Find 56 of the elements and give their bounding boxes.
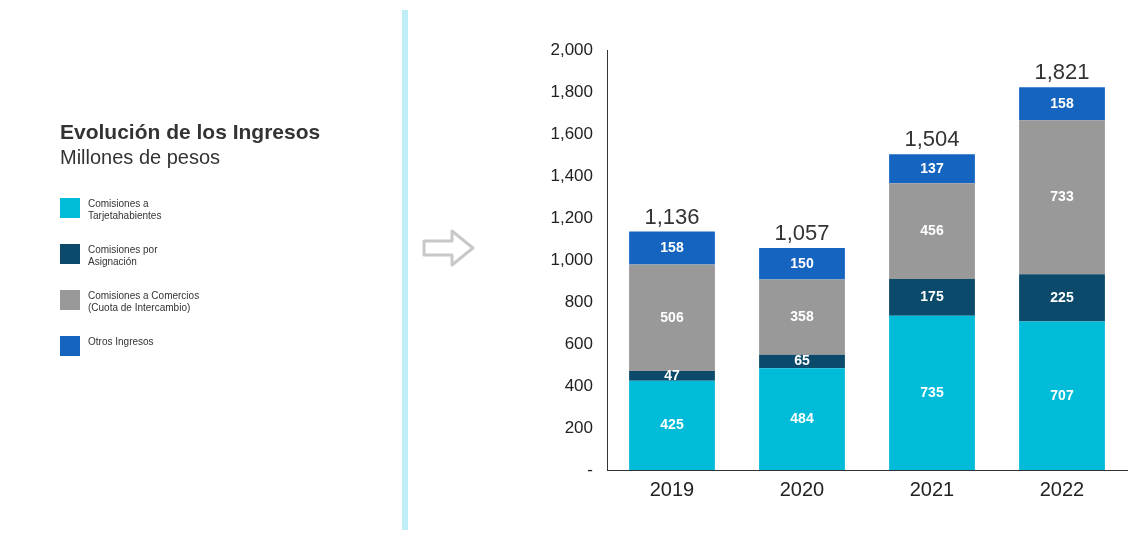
text: Millones de pesos bbox=[60, 146, 222, 169]
y-tick-label: 200 bbox=[564, 417, 593, 437]
data-label: 358 bbox=[790, 307, 814, 324]
x-tick-label: 2020 bbox=[779, 477, 825, 500]
y-tick-label: 1,600 bbox=[550, 123, 593, 143]
y-tick-label: 2,000 bbox=[550, 39, 593, 59]
bar bbox=[1019, 120, 1105, 275]
y-tick-label: 600 bbox=[564, 333, 593, 353]
data-label: 735 bbox=[920, 383, 944, 400]
bar bbox=[759, 248, 845, 280]
text: Evolución de los Ingresos bbox=[60, 120, 321, 144]
legend-label: Comisiones a Tarjetahabientes bbox=[88, 198, 163, 222]
bar bbox=[889, 154, 975, 184]
y-tick-label: 400 bbox=[564, 375, 593, 395]
y-tick-label: - bbox=[587, 459, 593, 479]
legend-label: Comisiones por Asignación bbox=[88, 244, 159, 268]
data-label: 225 bbox=[1050, 288, 1074, 305]
y-tick-label: 800 bbox=[564, 291, 593, 311]
data-label: 707 bbox=[1050, 386, 1074, 403]
data-label: 137 bbox=[920, 159, 944, 176]
bar bbox=[1019, 87, 1105, 121]
bar bbox=[629, 370, 715, 381]
data-label: 733 bbox=[1050, 188, 1074, 205]
data-label: 175 bbox=[920, 288, 944, 305]
bar bbox=[889, 278, 975, 316]
bar bbox=[759, 368, 845, 470]
data-label: 47 bbox=[664, 366, 680, 383]
legend-label: Comisiones a Comercios (Cuota de Intercambio) bbox=[88, 290, 201, 314]
data-label: 65 bbox=[794, 352, 810, 369]
bar bbox=[759, 279, 845, 355]
total-label: 1,821 bbox=[1034, 59, 1090, 85]
x-tick-label: 2019 bbox=[649, 477, 695, 500]
total-label: 1,136 bbox=[644, 203, 700, 229]
bar bbox=[1019, 321, 1105, 470]
y-tick-label: 1,000 bbox=[550, 249, 593, 269]
data-label: 150 bbox=[790, 254, 814, 271]
data-label: 484 bbox=[790, 410, 814, 427]
data-label: 456 bbox=[920, 221, 944, 238]
bar bbox=[629, 264, 715, 371]
data-label: 425 bbox=[660, 416, 684, 433]
bar bbox=[889, 183, 975, 279]
x-tick-label: 2021 bbox=[909, 477, 955, 500]
data-label: 158 bbox=[660, 238, 684, 255]
bar bbox=[1019, 274, 1105, 322]
y-tick-label: 1,800 bbox=[550, 81, 593, 101]
data-label: 506 bbox=[660, 308, 684, 325]
y-tick-label: 1,200 bbox=[550, 207, 593, 227]
x-tick-label: 2022 bbox=[1039, 477, 1085, 500]
data-label: 158 bbox=[1050, 94, 1074, 111]
bar bbox=[889, 315, 975, 470]
total-label: 1,057 bbox=[774, 220, 830, 246]
bar bbox=[629, 380, 715, 470]
legend-label: Otros Ingresos bbox=[88, 336, 155, 348]
total-label: 1,504 bbox=[904, 126, 960, 152]
y-tick-label: 1,400 bbox=[550, 165, 593, 185]
bar bbox=[629, 231, 715, 265]
